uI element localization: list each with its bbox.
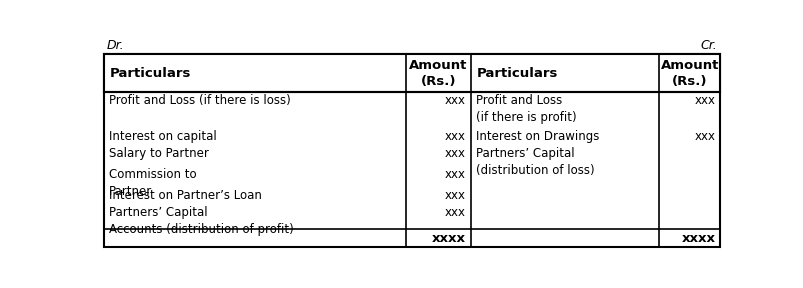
Text: Dr.: Dr. bbox=[107, 39, 124, 52]
Text: xxxx: xxxx bbox=[431, 232, 465, 245]
Text: xxx: xxx bbox=[444, 168, 465, 181]
Text: Partners’ Capital
(distribution of loss): Partners’ Capital (distribution of loss) bbox=[475, 147, 593, 177]
Text: Particulars: Particulars bbox=[110, 67, 191, 80]
Text: Partners’ Capital
Accounts (distribution of profit): Partners’ Capital Accounts (distribution… bbox=[108, 206, 293, 236]
Text: xxx: xxx bbox=[694, 94, 715, 107]
Text: Interest on Drawings: Interest on Drawings bbox=[475, 130, 598, 143]
Text: Cr.: Cr. bbox=[699, 39, 716, 52]
Text: Interest on capital: Interest on capital bbox=[108, 130, 216, 143]
Text: xxx: xxx bbox=[694, 130, 715, 143]
Text: Salary to Partner: Salary to Partner bbox=[108, 147, 208, 160]
Text: xxx: xxx bbox=[444, 130, 465, 143]
Text: Amount
(Rs.): Amount (Rs.) bbox=[409, 59, 467, 88]
Text: xxx: xxx bbox=[444, 189, 465, 202]
Text: Particulars: Particulars bbox=[476, 67, 557, 80]
Bar bbox=[104, 54, 719, 247]
Text: Profit and Loss
(if there is profit): Profit and Loss (if there is profit) bbox=[475, 94, 576, 124]
Text: Interest on Partner’s Loan: Interest on Partner’s Loan bbox=[108, 189, 261, 202]
Bar bbox=[104, 54, 719, 92]
Text: Profit and Loss (if there is loss): Profit and Loss (if there is loss) bbox=[108, 94, 290, 107]
Text: Commission to
Partner: Commission to Partner bbox=[108, 168, 196, 198]
Text: xxxx: xxxx bbox=[681, 232, 715, 245]
Text: xxx: xxx bbox=[444, 206, 465, 219]
Text: xxx: xxx bbox=[444, 94, 465, 107]
Text: xxx: xxx bbox=[444, 147, 465, 160]
Text: Amount
(Rs.): Amount (Rs.) bbox=[659, 59, 718, 88]
